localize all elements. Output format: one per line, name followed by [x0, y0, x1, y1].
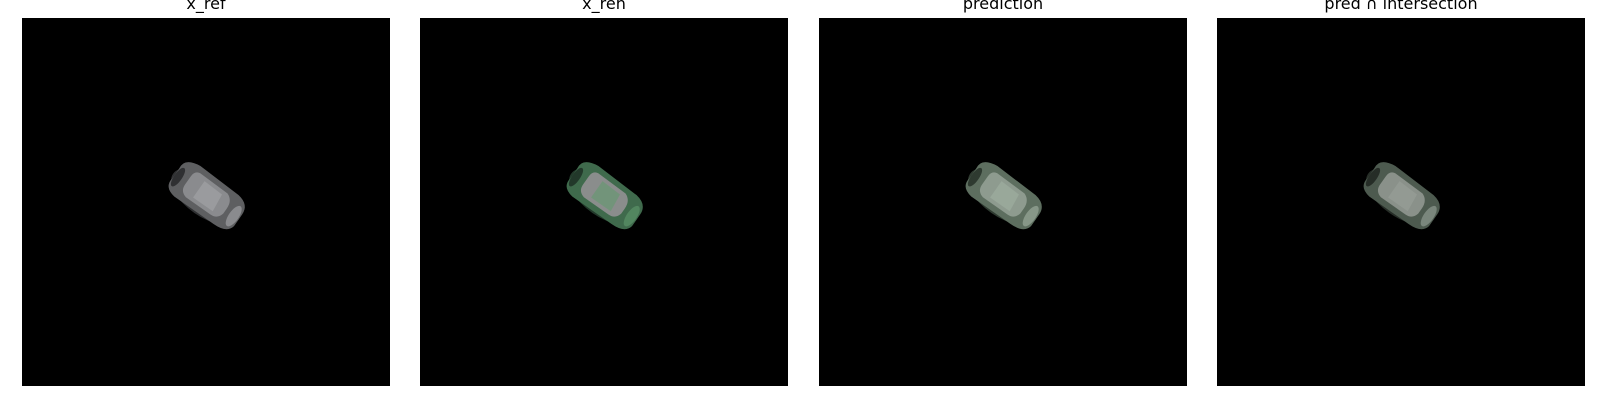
car-image: [420, 18, 788, 386]
panel-title: prediction: [962, 0, 1044, 13]
panel-title: pred ∩ intersection: [1324, 0, 1478, 13]
car-image: [1217, 18, 1585, 386]
panel-x-ren: x_ren: [420, 0, 788, 386]
panel-x-ref: x_ref: [22, 0, 390, 386]
car-render: [1363, 162, 1440, 230]
panel-title: x_ren: [582, 0, 626, 13]
car-render: [168, 162, 245, 230]
car-shape: [1363, 162, 1440, 230]
panel-prediction: prediction: [819, 0, 1187, 386]
car-shape: [965, 162, 1042, 230]
car-image: [819, 18, 1187, 386]
panel-pred-intersection: pred ∩ intersection: [1217, 0, 1585, 386]
car-shape: [566, 162, 643, 230]
car-shape: [168, 162, 245, 230]
panel-title: x_ref: [186, 0, 226, 13]
car-render: [965, 162, 1042, 230]
car-image: [22, 18, 390, 386]
car-render: [566, 162, 643, 230]
